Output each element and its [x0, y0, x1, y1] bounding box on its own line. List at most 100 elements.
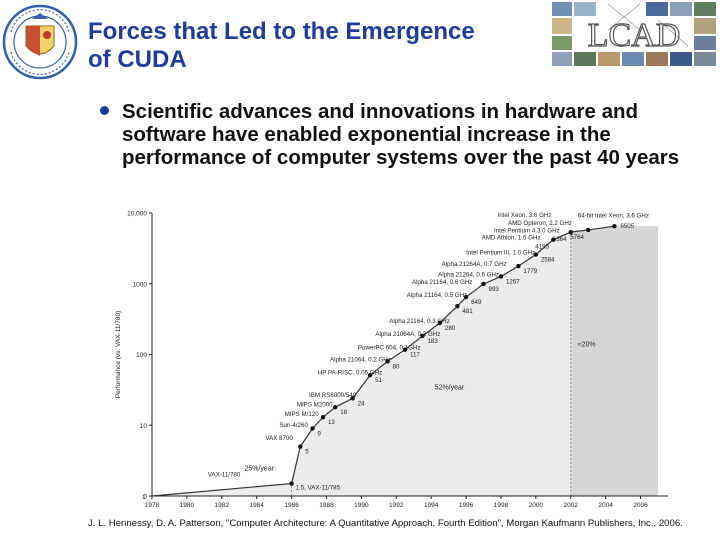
lcad-logo: LCAD — [552, 2, 716, 66]
shaded-region-recent — [570, 226, 658, 496]
growth-rate-label: ≈20% — [578, 341, 596, 348]
title-line-2: of CUDA — [88, 46, 187, 73]
data-point — [310, 426, 315, 431]
annotation-label: Alpha 21264A, 0.7 GHz — [442, 261, 507, 268]
data-point — [333, 404, 338, 410]
data-label: 280 — [445, 325, 456, 332]
annotation-label: Alpha 21064, 0.2 GHz — [330, 356, 391, 363]
x-tick-label: 1988 — [319, 502, 334, 509]
data-label: 481 — [462, 308, 473, 315]
data-point — [402, 347, 408, 352]
growth-rate-label: 25%/year — [244, 465, 274, 472]
data-label: 117 — [410, 352, 420, 359]
annotation-label: Alpha 21164, 0.5 GHz — [407, 292, 467, 299]
data-label: 1 — [142, 494, 146, 501]
annotation-label: Alpha 21164, 0.3 GHz — [389, 318, 449, 325]
title-line-1: Forces that Led to the Emergence — [88, 18, 475, 45]
x-tick-label: 2006 — [633, 502, 648, 509]
annotation-label: Intel Pentium 4.3.0 GHz — [494, 228, 560, 235]
data-label: 9 — [318, 430, 322, 437]
data-point — [437, 320, 443, 326]
data-point — [420, 333, 425, 339]
annotation-label: PowerPC 604, 0.1GHz — [358, 344, 421, 351]
annotation-label: Intel Pentium III, 1.0 GHz — [466, 249, 535, 256]
data-point — [481, 281, 486, 287]
y-tick-label: 10,000 — [127, 211, 147, 218]
bullet-item: Scientific advances and innovations in h… — [100, 100, 710, 169]
lcad-logo-text: LCAD — [588, 17, 681, 54]
data-label: 24 — [358, 400, 365, 407]
annotation-label: Alpha 21264, 0.6 GHz — [438, 272, 499, 279]
data-label: 649 — [471, 299, 482, 306]
performance-line — [151, 225, 615, 497]
data-label: 4195 — [535, 244, 549, 251]
x-tick-label: 1978 — [145, 502, 160, 509]
university-seal-logo — [2, 4, 78, 80]
data-point — [289, 481, 294, 486]
data-label: 1.5, VAX-11/785 — [296, 485, 341, 492]
data-label: 1267 — [506, 278, 520, 285]
annotation-label: IBM RS6000/540 — [309, 392, 357, 399]
data-label: 51 — [375, 377, 382, 384]
annotation-label: VAX 8700 — [265, 435, 293, 442]
data-point — [498, 274, 504, 279]
data-label: 80 — [393, 363, 400, 370]
data-point — [367, 372, 373, 378]
data-label: 2584 — [541, 257, 555, 264]
annotation-label: HP PA-RISC, 0.05 GHz — [318, 370, 382, 377]
annotation-label: VAX-11/780 — [208, 471, 241, 478]
annotation-label: Alpha 21064A, 0.3 GHz — [375, 331, 440, 338]
data-point — [320, 414, 326, 420]
x-tick-label: 2000 — [529, 502, 544, 509]
data-label: 993 — [489, 286, 500, 293]
data-point — [533, 252, 539, 257]
x-tick-label: 1998 — [494, 502, 509, 509]
data-label: 13 — [328, 419, 335, 426]
data-label: 5764 — [570, 234, 584, 241]
data-point — [463, 294, 469, 300]
data-point — [612, 224, 617, 229]
data-point — [455, 304, 460, 309]
y-tick-label: 1000 — [133, 281, 148, 288]
slide-title: Forces that Led to the Emergence of CUDA — [88, 18, 548, 74]
annotation-label: AMD Athlon, 1.6 GHz — [482, 235, 541, 242]
annotation-label: MIPS M2000 — [297, 401, 333, 408]
y-tick-label: 100 — [136, 352, 147, 359]
x-tick-label: 1986 — [284, 502, 299, 509]
data-label: 1779 — [523, 268, 537, 275]
x-tick-label: 1990 — [354, 502, 369, 509]
data-label: 6505 — [620, 223, 634, 230]
x-tick-label: 2004 — [598, 502, 613, 509]
x-tick-label: 1994 — [424, 502, 439, 509]
annotation-label: 64-bit Intel Xeon, 3.6 GHz — [578, 212, 649, 219]
shaded-region — [152, 226, 658, 496]
annotation-label: Alpha 21164, 0.6 GHz — [412, 279, 472, 286]
bullet-dot-icon — [100, 106, 109, 115]
data-point — [350, 396, 355, 401]
data-label: 5 — [305, 449, 309, 456]
x-tick-label: 1996 — [459, 502, 474, 509]
y-tick-label: 0 — [143, 494, 147, 501]
data-point — [568, 229, 573, 235]
x-tick-label: 1982 — [215, 502, 230, 509]
x-tick-label: 1984 — [249, 502, 264, 509]
data-label: 183 — [427, 338, 438, 345]
x-tick-label: 1992 — [389, 502, 404, 509]
bullet-text: Scientific advances and innovations in h… — [122, 100, 680, 169]
x-tick-label: 1980 — [180, 502, 195, 509]
x-tick-label: 2002 — [564, 502, 579, 509]
growth-rate-label: 52%/year — [435, 385, 465, 392]
data-point — [385, 359, 390, 364]
citation: J. L. Hennessy, D. A. Patterson, "Comput… — [88, 518, 683, 529]
y-tick-label: 10 — [140, 423, 148, 430]
data-point — [298, 444, 303, 449]
annotation-label: MIPS M/120 — [285, 411, 320, 418]
data-point — [586, 227, 591, 233]
annotation-label: AMD Opteron, 2.2 GHz — [508, 220, 572, 227]
y-axis-label: Performance (vs. VAX-11/780) — [115, 311, 122, 399]
data-label: 18 — [340, 409, 347, 416]
data-point — [551, 237, 556, 242]
data-point — [516, 263, 521, 269]
annotation-label: Sun-4/260 — [279, 422, 308, 429]
